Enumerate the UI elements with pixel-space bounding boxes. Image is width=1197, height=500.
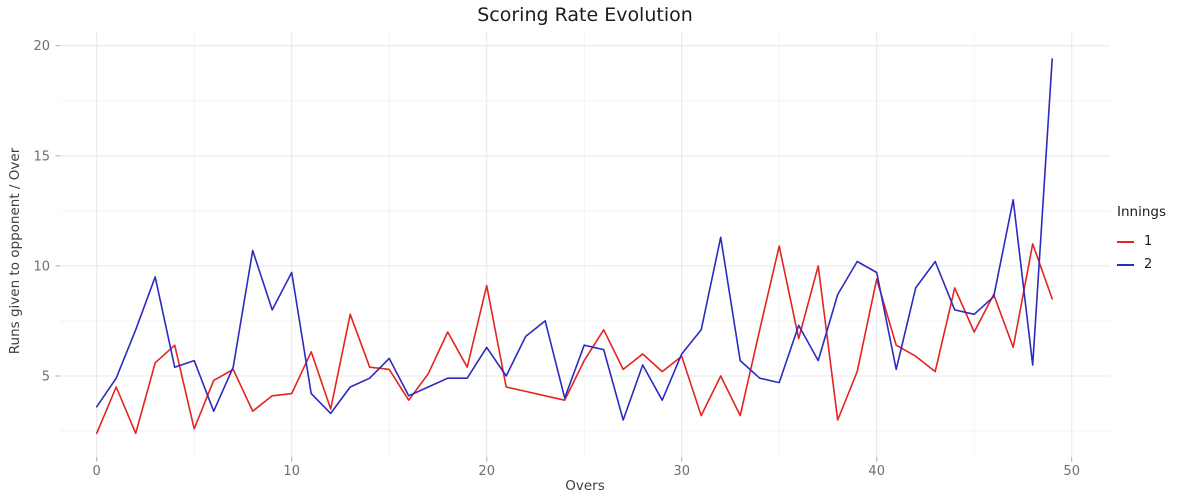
x-tick-label: 20 bbox=[478, 464, 495, 479]
y-axis-title: Runs given to opponent / Over bbox=[7, 147, 23, 355]
y-tick-label: 15 bbox=[33, 149, 50, 164]
legend: Innings 1 2 bbox=[1117, 204, 1166, 276]
legend-item-innings-1: 1 bbox=[1117, 230, 1166, 253]
legend-title: Innings bbox=[1117, 204, 1167, 220]
series-2-swatch-icon bbox=[1117, 263, 1134, 266]
y-tick-label: 10 bbox=[33, 259, 50, 274]
series-1-swatch-icon bbox=[1117, 240, 1134, 243]
x-axis-title: Overs bbox=[565, 478, 605, 494]
series-line-1 bbox=[95, 243, 1053, 435]
legend-item-innings-2: 2 bbox=[1117, 253, 1166, 276]
chart-title: Scoring Rate Evolution bbox=[477, 4, 693, 26]
x-tick-label: 0 bbox=[93, 464, 101, 479]
series-line-2 bbox=[95, 58, 1053, 421]
legend-item-label: 2 bbox=[1144, 257, 1153, 272]
legend-item-label: 1 bbox=[1144, 234, 1153, 249]
x-tick-label: 30 bbox=[673, 464, 690, 479]
y-tick-label: 5 bbox=[42, 370, 50, 385]
x-tick-label: 50 bbox=[1063, 464, 1080, 479]
y-tick-label: 20 bbox=[33, 39, 50, 54]
x-tick-label: 10 bbox=[283, 464, 300, 479]
x-tick-label: 40 bbox=[868, 464, 885, 479]
